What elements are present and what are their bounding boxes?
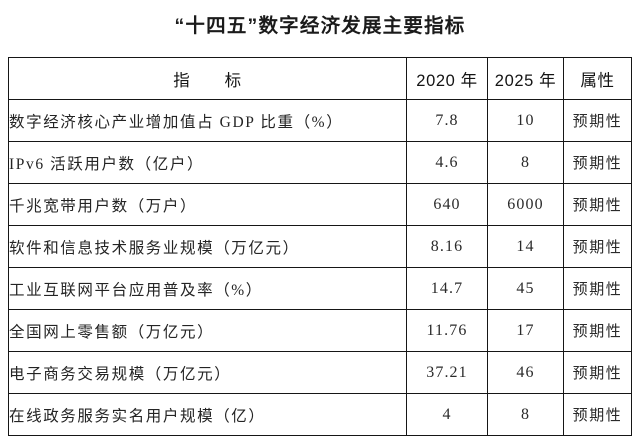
cell-year-2025: 8 [487,393,564,436]
cell-year-2020: 8.16 [406,225,488,268]
column-header-year-2020: 2020 年 [406,57,488,100]
cell-attribute: 预期性 [563,141,632,184]
cell-attribute: 预期性 [563,351,632,394]
cell-year-2025: 10 [487,99,564,142]
cell-year-2025: 45 [487,267,564,310]
table-row: 电子商务交易规模（万亿元） 37.21 46 预期性 [8,351,632,394]
cell-indicator: 工业互联网平台应用普及率（%） [8,267,407,310]
table-row: 工业互联网平台应用普及率（%） 14.7 45 预期性 [8,267,632,310]
cell-indicator: 电子商务交易规模（万亿元） [8,351,407,394]
table-row: 数字经济核心产业增加值占 GDP 比重（%） 7.8 10 预期性 [8,99,632,142]
column-header-year-2025: 2025 年 [487,57,564,100]
cell-year-2020: 37.21 [406,351,488,394]
cell-year-2020: 4 [406,393,488,436]
table-body: 数字经济核心产业增加值占 GDP 比重（%） 7.8 10 预期性 IPv6 活… [8,99,632,436]
cell-attribute: 预期性 [563,183,632,226]
cell-year-2025: 8 [487,141,564,184]
cell-year-2020: 11.76 [406,309,488,352]
cell-attribute: 预期性 [563,309,632,352]
cell-indicator: 软件和信息技术服务业规模（万亿元） [8,225,407,268]
cell-indicator: 在线政务服务实名用户规模（亿） [8,393,407,436]
cell-attribute: 预期性 [563,225,632,268]
cell-year-2020: 14.7 [406,267,488,310]
table-row: 软件和信息技术服务业规模（万亿元） 8.16 14 预期性 [8,225,632,268]
table-row: 在线政务服务实名用户规模（亿） 4 8 预期性 [8,393,632,436]
column-header-attribute: 属性 [563,57,632,100]
cell-indicator: IPv6 活跃用户数（亿户） [8,141,407,184]
cell-indicator: 数字经济核心产业增加值占 GDP 比重（%） [8,99,407,142]
cell-year-2025: 46 [487,351,564,394]
cell-indicator: 千兆宽带用户数（万户） [8,183,407,226]
cell-attribute: 预期性 [563,267,632,310]
cell-indicator: 全国网上零售额（万亿元） [8,309,407,352]
metrics-table: 指 标 2020 年 2025 年 属性 数字经济核心产业增加值占 GDP 比重… [8,57,632,436]
cell-year-2020: 640 [406,183,488,226]
cell-year-2025: 14 [487,225,564,268]
table-header: 指 标 2020 年 2025 年 属性 [8,57,632,100]
table-header-row: 指 标 2020 年 2025 年 属性 [8,57,632,100]
column-header-indicator: 指 标 [8,57,407,100]
cell-year-2025: 6000 [487,183,564,226]
table-row: 千兆宽带用户数（万户） 640 6000 预期性 [8,183,632,226]
cell-attribute: 预期性 [563,393,632,436]
page-title: “十四五”数字经济发展主要指标 [174,15,466,37]
table-row: 全国网上零售额（万亿元） 11.76 17 预期性 [8,309,632,352]
cell-year-2020: 4.6 [406,141,488,184]
cell-year-2025: 17 [487,309,564,352]
cell-year-2020: 7.8 [406,99,488,142]
table-row: IPv6 活跃用户数（亿户） 4.6 8 预期性 [8,141,632,184]
metrics-table-container: 指 标 2020 年 2025 年 属性 数字经济核心产业增加值占 GDP 比重… [8,57,632,436]
cell-attribute: 预期性 [563,99,632,142]
